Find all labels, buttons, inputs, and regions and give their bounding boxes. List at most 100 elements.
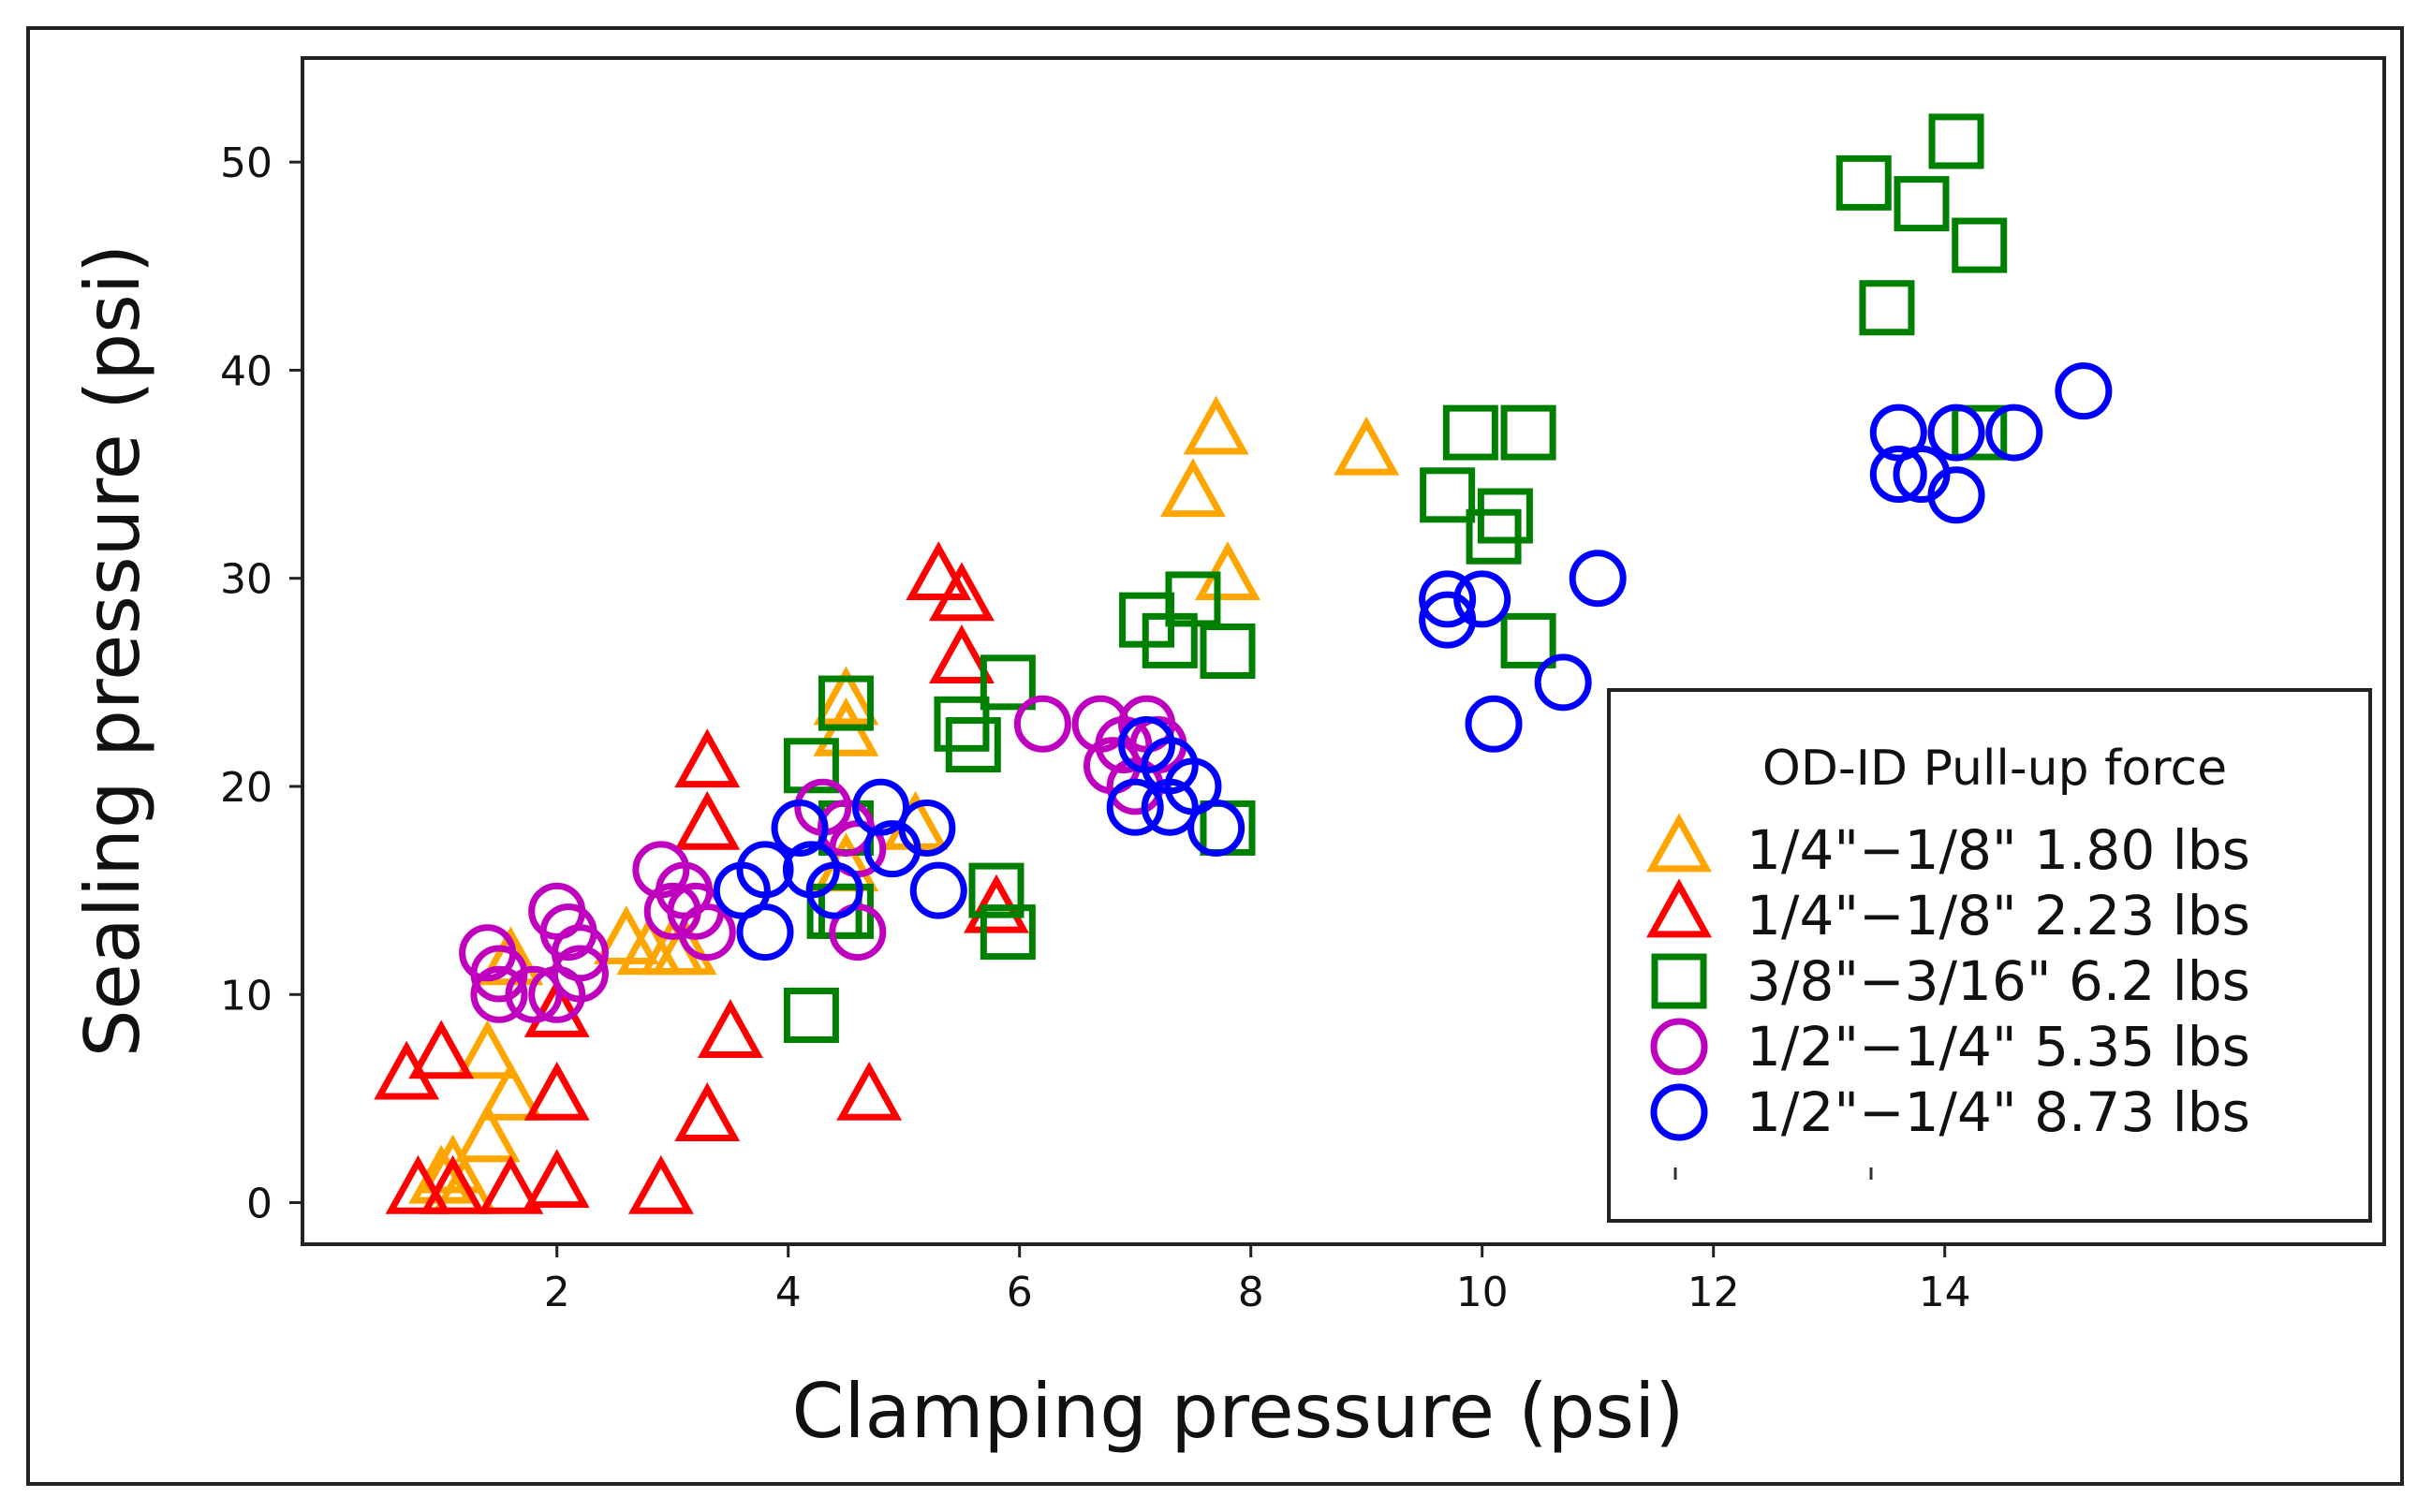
x-axis-title: Clamping pressure (psi) <box>791 1368 1684 1455</box>
x-tick-label: 14 <box>1919 1269 1971 1316</box>
legend-marker <box>1650 1018 1708 1076</box>
data-point <box>1500 404 1556 461</box>
data-point <box>1928 113 1984 169</box>
data-point <box>674 728 741 788</box>
data-point <box>813 666 879 726</box>
y-tick-label: 30 <box>220 556 273 604</box>
data-point <box>551 924 609 982</box>
data-point <box>1442 404 1498 461</box>
data-point <box>1859 280 1915 336</box>
data-point <box>523 1149 590 1209</box>
data-point <box>1952 217 2008 273</box>
y-tick-label: 10 <box>220 972 273 1020</box>
x-tick-label: 12 <box>1688 1269 1740 1316</box>
data-point <box>736 841 794 899</box>
data-point <box>1106 778 1164 836</box>
x-tick-label: 2 <box>544 1269 570 1316</box>
legend-label: 1/2"−1/4" 5.35 lbs <box>1747 1015 2250 1079</box>
legend-marker <box>1646 813 1712 873</box>
x-tick-label: 10 <box>1456 1269 1509 1316</box>
data-point <box>968 862 1024 918</box>
data-point <box>478 1154 544 1214</box>
data-point <box>1165 571 1221 627</box>
data-point <box>1835 154 1892 211</box>
legend-label: 3/8"−3/16" 6.2 lbs <box>1747 949 2250 1013</box>
data-point <box>674 790 741 850</box>
legend-label: 1/4"−1/8" 1.80 lbs <box>1747 818 2250 882</box>
data-point <box>1160 458 1226 518</box>
plot-area-frame <box>301 56 2386 1246</box>
data-point <box>1200 624 1256 679</box>
data-point <box>678 903 736 962</box>
legend-marker <box>1650 1083 1708 1141</box>
data-point <box>783 987 839 1043</box>
legend-marker <box>1651 953 1707 1009</box>
data-point <box>627 1154 694 1214</box>
data-point <box>1419 570 1477 628</box>
data-point <box>1500 612 1556 668</box>
data-point <box>1477 488 1533 544</box>
data-point <box>771 799 829 857</box>
data-point <box>1952 404 2008 461</box>
data-point <box>420 1154 486 1214</box>
data-point <box>906 541 972 601</box>
y-tick-label: 50 <box>220 139 273 187</box>
data-point <box>1465 695 1523 753</box>
data-point <box>1927 404 1985 462</box>
data-point <box>1534 653 1592 712</box>
data-point <box>945 717 1001 773</box>
data-point <box>505 965 563 1023</box>
legend: OD-ID Pull-up force 1/4"−1/8" 1.80 lbs1/… <box>1607 688 2372 1223</box>
y-tick-label: 20 <box>220 764 273 812</box>
data-point <box>385 1154 451 1214</box>
data-point <box>374 1040 440 1100</box>
data-point <box>805 861 863 919</box>
data-point <box>1183 395 1249 455</box>
legend-title: OD-ID Pull-up force <box>1762 741 2227 797</box>
data-point <box>1453 570 1511 628</box>
data-point <box>1187 799 1245 857</box>
data-point <box>980 904 1036 961</box>
data-point <box>470 965 528 1023</box>
data-point <box>852 778 909 836</box>
legend-label: 1/4"−1/8" 2.23 lbs <box>1747 884 2250 947</box>
data-point <box>1894 176 1950 232</box>
data-point <box>454 1020 521 1079</box>
data-point <box>1420 467 1476 523</box>
data-point <box>523 977 590 1037</box>
data-point <box>1985 404 2043 462</box>
data-point <box>736 903 794 962</box>
data-point <box>1927 466 1985 524</box>
data-point <box>980 654 1036 711</box>
data-point <box>651 916 717 976</box>
data-point <box>420 1134 486 1194</box>
legend-label: 1/2"−1/4" 8.73 lbs <box>1747 1080 2250 1144</box>
data-point <box>783 738 839 794</box>
data-point <box>1869 446 1927 504</box>
data-marks <box>374 113 2113 1214</box>
data-point <box>1569 550 1627 608</box>
axis-ticks: 2 4 6 8 10 12 14 0 10 20 30 40 50 <box>220 139 1971 1316</box>
data-point <box>1013 695 1071 753</box>
x-tick-label: 6 <box>1007 1269 1033 1316</box>
y-axis-title: Sealing pressure (psi) <box>69 244 156 1057</box>
data-point <box>898 799 956 857</box>
x-tick-label: 8 <box>1238 1269 1264 1316</box>
data-point <box>408 1020 475 1079</box>
data-point <box>551 945 609 1003</box>
data-point <box>836 1061 903 1121</box>
y-tick-label: 0 <box>246 1181 273 1228</box>
data-point <box>454 1103 521 1163</box>
data-point <box>523 1061 590 1121</box>
legend-frame <box>1607 688 2372 1223</box>
data-point <box>929 624 995 683</box>
y-tick-label: 40 <box>220 347 273 395</box>
legend-marker <box>1646 878 1712 938</box>
data-point <box>929 562 995 622</box>
data-point <box>2055 362 2113 420</box>
data-point <box>909 861 967 919</box>
data-point <box>1466 508 1522 565</box>
data-point <box>674 1082 741 1141</box>
